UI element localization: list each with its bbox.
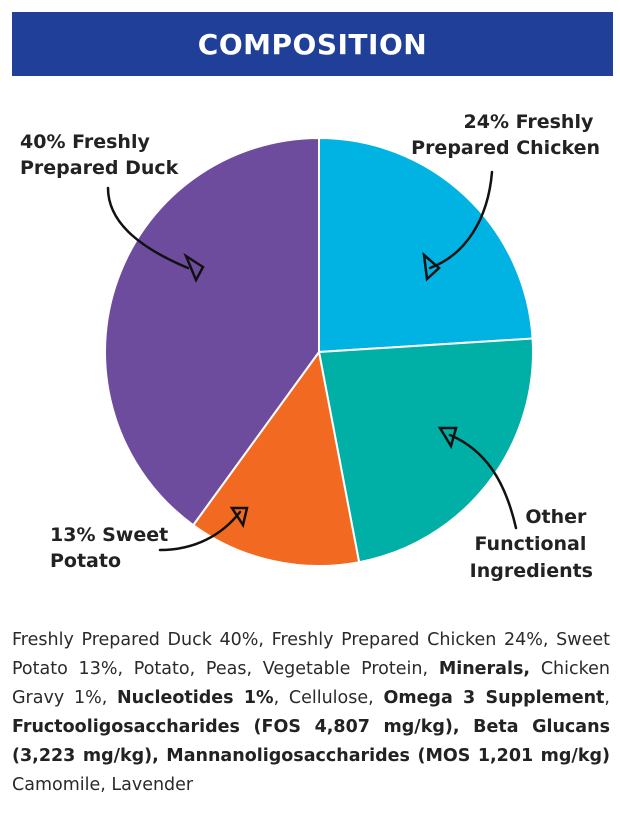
composition-segment: Fructooligosaccharides (FOS 4,807 mg/kg)…	[12, 717, 610, 766]
other-arrowhead	[437, 426, 458, 450]
pie-slice-3	[104, 136, 320, 527]
composition-segment: Minerals,	[438, 659, 531, 679]
chicken-arrow	[428, 170, 494, 270]
composition-header: COMPOSITION	[12, 12, 613, 76]
sweet-potato-arrow	[158, 510, 242, 552]
composition-segment: , Cellulose,	[273, 688, 384, 708]
duck-arrowhead	[183, 252, 205, 283]
other-label: Other Functional Ingredients	[470, 506, 593, 582]
sweet-potato-arrowhead	[229, 506, 249, 529]
composition-segment: ,	[604, 688, 610, 708]
callout-arrows	[106, 170, 518, 552]
other-arrow	[448, 433, 518, 530]
chicken-arrowhead	[422, 251, 441, 282]
duck-arrow	[106, 186, 190, 270]
pie-chart: 40% Freshly Prepared Duck 24% Freshly Pr…	[20, 111, 600, 582]
page-title: COMPOSITION	[197, 27, 428, 61]
composition-segment: Nucleotides 1%	[117, 688, 274, 708]
composition-text: Freshly Prepared Duck 40%, Freshly Prepa…	[12, 626, 610, 800]
composition-segment: Omega 3 Supplement	[383, 688, 605, 708]
composition-segment: Camomile, Lavender	[12, 775, 194, 795]
sweet-potato-label: 13% Sweet Potato	[50, 524, 175, 572]
duck-label: 40% Freshly Prepared Duck	[20, 131, 179, 179]
chicken-label: 24% Freshly Prepared Chicken	[411, 111, 600, 159]
composition-segment: Freshly Prepared Duck 40%, Freshly Prepa…	[12, 630, 610, 679]
composition-segment: Chicken Gravy 1%,	[12, 659, 610, 708]
pie-slice-0	[318, 136, 534, 354]
pie-slice-1	[317, 337, 534, 564]
